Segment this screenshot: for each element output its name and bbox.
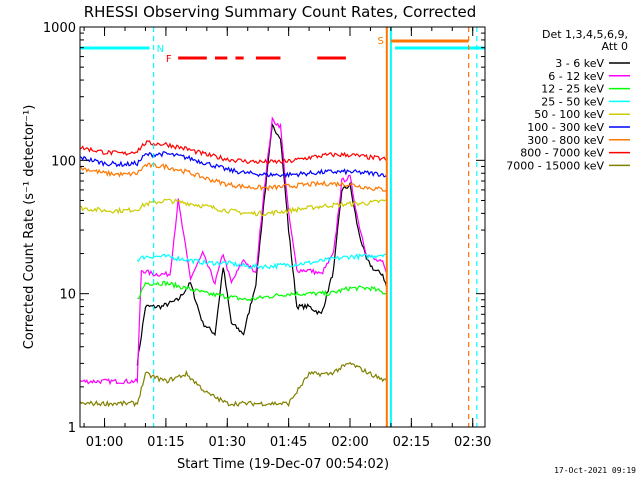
y-tick-label: 1 <box>68 421 76 436</box>
legend-label: 50 - 100 keV <box>534 108 604 121</box>
x-axis-ticks: 01:00 01:15 01:30 01:45 02:00 02:15 02:30 <box>83 27 491 450</box>
observing-flags-layer: NF S <box>80 27 485 427</box>
series-line-2 <box>137 280 387 302</box>
x-tick-label: 02:15 <box>393 435 430 450</box>
legend-label: 6 - 12 keV <box>548 70 604 83</box>
y-tick-label: 1000 <box>43 21 76 36</box>
flare-flag-label: F <box>166 54 172 65</box>
series-line-5 <box>79 151 388 179</box>
saa-flag-label: S <box>377 36 383 47</box>
legend-label: 7000 - 15000 keV <box>506 159 604 172</box>
legend-label: 300 - 800 keV <box>527 134 604 147</box>
x-tick-label: 01:15 <box>147 435 184 450</box>
generated-timestamp: 17-Oct-2021 09:19 <box>554 466 636 475</box>
legend-label: 100 - 300 keV <box>527 121 604 134</box>
x-tick-label: 01:45 <box>270 435 307 450</box>
plot-frame <box>79 26 486 428</box>
legend-header-detectors: Det 1,3,4,5,6,9, <box>542 28 628 41</box>
x-tick-label: 02:00 <box>331 435 368 450</box>
series-line-7 <box>79 140 388 165</box>
legend-label: 12 - 25 keV <box>541 83 604 96</box>
legend-label: 3 - 6 keV <box>555 57 604 70</box>
series-line-3 <box>136 252 388 270</box>
night-flag-label: N <box>157 44 164 55</box>
y-tick-label: 100 <box>51 154 76 169</box>
y-axis-label: Corrected Count Rate (s⁻¹ detector⁻¹) <box>22 105 37 350</box>
series-line-0 <box>136 122 388 366</box>
series-line-6 <box>79 162 388 192</box>
series-line-8 <box>79 361 388 408</box>
x-axis-label: Start Time (19-Dec-07 00:54:02) <box>177 457 389 472</box>
legend-label: 800 - 7000 keV <box>520 147 604 160</box>
chart-title: RHESSI Observing Summary Count Rates, Co… <box>84 3 477 21</box>
y-axis-ticks: 1 10 100 1000 <box>43 21 485 436</box>
y-tick-label: 10 <box>59 288 76 303</box>
data-layer <box>79 116 388 408</box>
series-line-1 <box>79 116 388 386</box>
series-line-4 <box>80 198 388 217</box>
legend-label: 25 - 50 keV <box>541 95 604 108</box>
x-tick-label: 01:00 <box>86 435 123 450</box>
legend-header-attenuator: Att 0 <box>602 40 628 53</box>
x-tick-label: 01:30 <box>209 435 246 450</box>
x-tick-label: 02:30 <box>454 435 491 450</box>
